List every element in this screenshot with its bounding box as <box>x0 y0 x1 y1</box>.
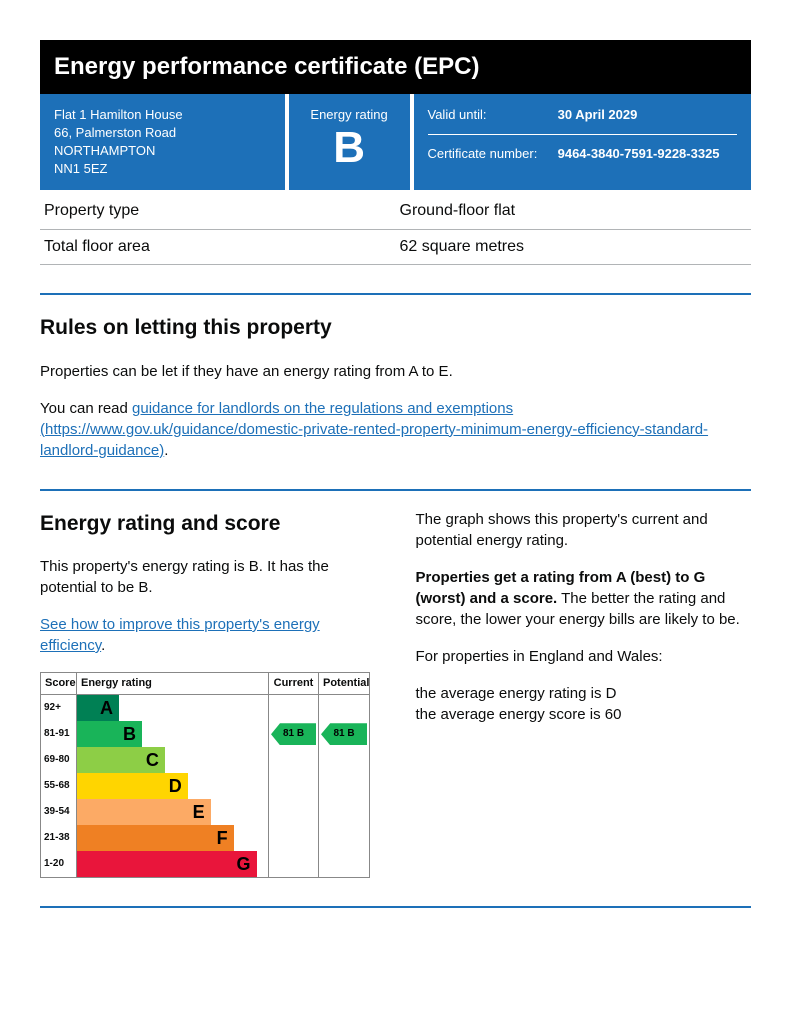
band-bar-cell: G <box>77 851 269 877</box>
energy-rating-label: Energy rating <box>303 106 396 124</box>
header-box: Flat 1 Hamilton House 66, Palmerston Roa… <box>40 94 751 191</box>
band-current-cell <box>269 825 319 851</box>
band-potential-cell <box>319 851 369 877</box>
score-heading: Energy rating and score <box>40 509 376 538</box>
band-range: 39-54 <box>41 799 77 825</box>
band-bar: D <box>77 773 188 799</box>
band-potential-cell <box>319 747 369 773</box>
graph-caption: The graph shows this property's current … <box>416 509 752 551</box>
band-bar: G <box>77 851 257 877</box>
cert-number-label: Certificate number: <box>428 145 540 163</box>
chart-head-potential: Potential <box>319 673 369 694</box>
band-bar-cell: E <box>77 799 269 825</box>
band-potential-cell <box>319 825 369 851</box>
address-postcode: NN1 5EZ <box>54 160 271 178</box>
band-bar-cell: D <box>77 773 269 799</box>
table-row: Total floor area 62 square metres <box>40 229 751 264</box>
chart-body: 92+A81-91B81 B81 B69-80C55-68D39-54E21-3… <box>41 695 369 877</box>
section-divider <box>40 489 751 491</box>
band-range: 81-91 <box>41 721 77 747</box>
band-current-cell <box>269 695 319 721</box>
property-table: Property type Ground-floor flat Total fl… <box>40 194 751 265</box>
averages-intro: For properties in England and Wales: <box>416 646 752 667</box>
floor-area-label: Total floor area <box>40 229 396 264</box>
avg-score: the average energy score is 60 <box>416 706 622 723</box>
band-bar: C <box>77 747 165 773</box>
guidance-link[interactable]: guidance for landlords on the regulation… <box>40 400 708 459</box>
property-type-label: Property type <box>40 194 396 229</box>
energy-rating-letter: B <box>303 126 396 170</box>
chart-band-row: 92+A <box>41 695 369 721</box>
chart-band-row: 39-54E <box>41 799 369 825</box>
band-current-cell <box>269 773 319 799</box>
band-potential-cell <box>319 695 369 721</box>
property-type-value: Ground-floor flat <box>396 194 752 229</box>
chart-band-row: 1-20G <box>41 851 369 877</box>
band-bar: F <box>77 825 234 851</box>
band-current-cell <box>269 851 319 877</box>
valid-until-label: Valid until: <box>428 106 540 124</box>
score-right-col: The graph shows this property's current … <box>416 509 752 879</box>
text-prefix: You can read <box>40 400 132 417</box>
band-bar: E <box>77 799 211 825</box>
band-current-cell <box>269 747 319 773</box>
energy-rating-block: Energy rating B <box>289 94 414 191</box>
letting-guidance: You can read guidance for landlords on t… <box>40 398 751 461</box>
potential-marker: 81 B <box>321 723 367 745</box>
text-suffix: . <box>101 637 105 654</box>
address-line1: Flat 1 Hamilton House <box>54 106 271 124</box>
text-suffix: . <box>164 442 168 459</box>
cert-number-value: 9464-3840-7591-9228-3325 <box>558 145 737 163</box>
score-left-col: Energy rating and score This property's … <box>40 509 376 879</box>
floor-area-value: 62 square metres <box>396 229 752 264</box>
chart-band-row: 21-38F <box>41 825 369 851</box>
band-potential-cell <box>319 799 369 825</box>
chart-head-score: Score <box>41 673 77 694</box>
band-bar-cell: F <box>77 825 269 851</box>
averages: the average energy rating is D the avera… <box>416 683 752 725</box>
band-bar: B <box>77 721 142 747</box>
address-line2: 66, Palmerston Road <box>54 124 271 142</box>
address-city: NORTHAMPTON <box>54 142 271 160</box>
improve-efficiency-link[interactable]: See how to improve this property's energ… <box>40 616 320 654</box>
band-range: 55-68 <box>41 773 77 799</box>
band-bar: A <box>77 695 119 721</box>
band-potential-cell <box>319 773 369 799</box>
chart-head-current: Current <box>269 673 319 694</box>
chart-band-row: 55-68D <box>41 773 369 799</box>
rating-explain: Properties get a rating from A (best) to… <box>416 567 752 630</box>
valid-until-value: 30 April 2029 <box>558 106 737 124</box>
certificate-block: Valid until: 30 April 2029 Certificate n… <box>414 94 752 191</box>
band-current-cell: 81 B <box>269 721 319 747</box>
address-block: Flat 1 Hamilton House 66, Palmerston Roa… <box>40 94 289 191</box>
score-summary: This property's energy rating is B. It h… <box>40 556 376 598</box>
band-bar-cell: C <box>77 747 269 773</box>
band-current-cell <box>269 799 319 825</box>
section-divider <box>40 906 751 908</box>
energy-rating-chart: Score Energy rating Current Potential 92… <box>40 672 370 878</box>
band-range: 1-20 <box>41 851 77 877</box>
page-title: Energy performance certificate (EPC) <box>40 40 751 94</box>
band-bar-cell: B <box>77 721 269 747</box>
current-marker: 81 B <box>271 723 316 745</box>
chart-band-row: 81-91B 81 B81 B <box>41 721 369 747</box>
letting-intro: Properties can be let if they have an en… <box>40 361 751 382</box>
letting-heading: Rules on letting this property <box>40 313 751 342</box>
section-divider <box>40 293 751 295</box>
chart-head-rating: Energy rating <box>77 673 269 694</box>
band-bar-cell: A <box>77 695 269 721</box>
band-range: 21-38 <box>41 825 77 851</box>
chart-header: Score Energy rating Current Potential <box>41 673 369 695</box>
band-range: 69-80 <box>41 747 77 773</box>
chart-band-row: 69-80C <box>41 747 369 773</box>
band-range: 92+ <box>41 695 77 721</box>
avg-rating: the average energy rating is D <box>416 685 617 702</box>
band-potential-cell: 81 B <box>319 721 369 747</box>
table-row: Property type Ground-floor flat <box>40 194 751 229</box>
